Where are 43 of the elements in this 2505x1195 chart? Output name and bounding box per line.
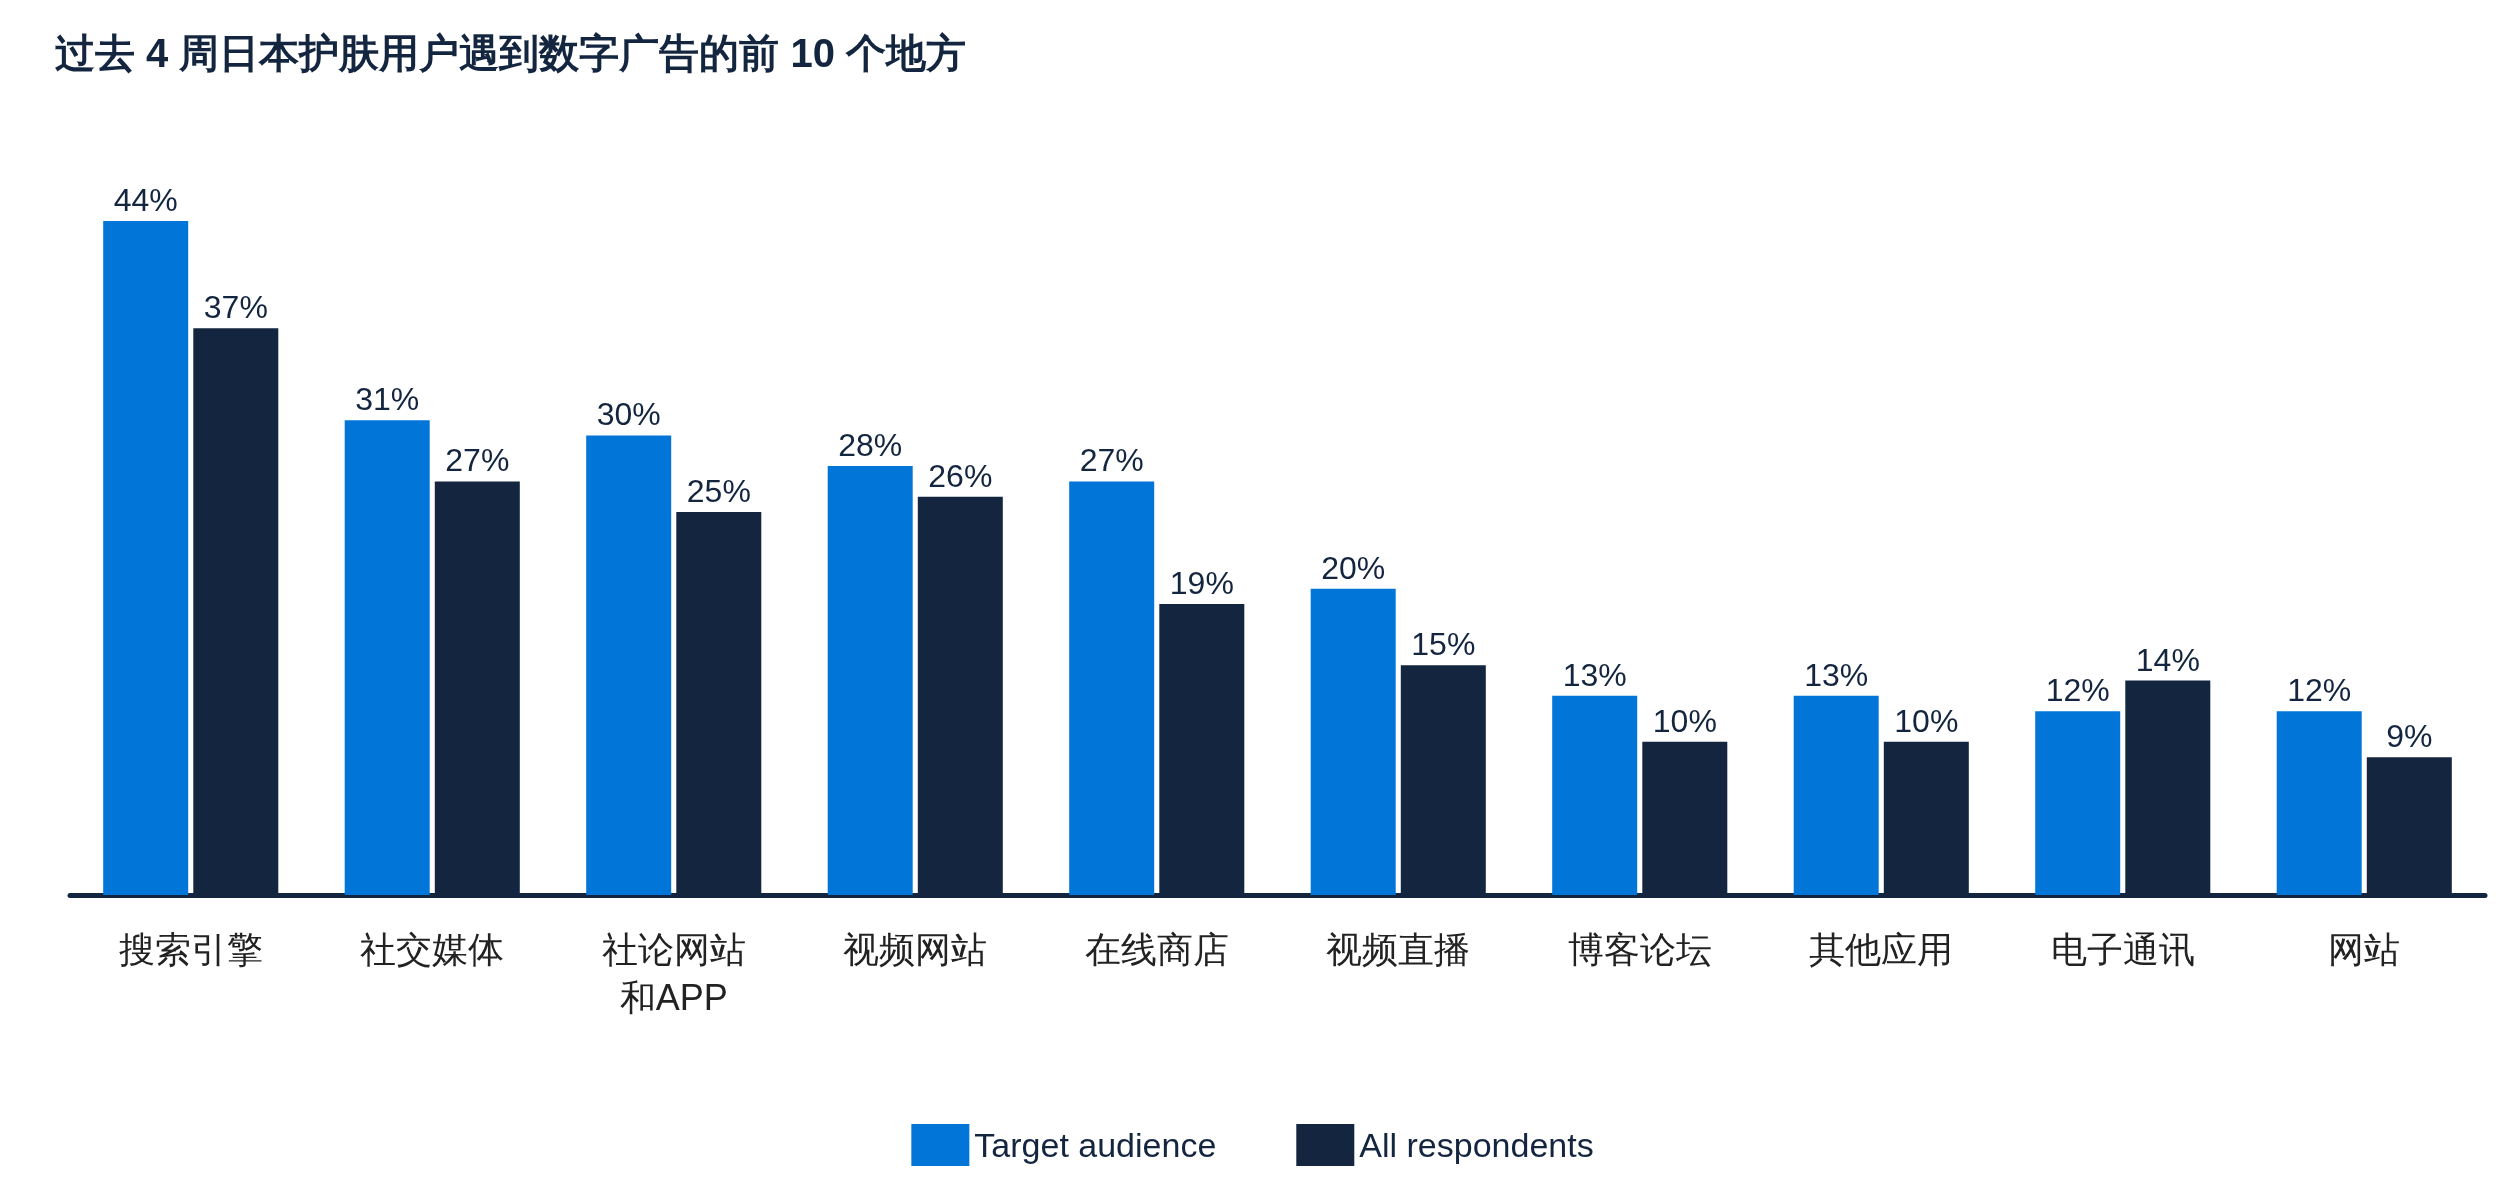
bar — [103, 221, 189, 895]
bar — [1310, 588, 1396, 895]
bar — [1069, 481, 1155, 895]
data-label: 37% — [203, 289, 268, 326]
data-label: 30% — [596, 396, 661, 433]
x-tick-label: 博客论坛 — [1567, 928, 1712, 970]
data-label: 20% — [1321, 549, 1386, 586]
data-label: 13% — [1804, 656, 1869, 693]
x-tick-label: 其他应用 — [1809, 928, 1954, 970]
data-label: 31% — [355, 381, 420, 418]
x-tick-label: 搜索引擎 — [118, 928, 263, 970]
x-tick-label: 社交媒体 — [360, 928, 505, 970]
data-label: 10% — [1652, 702, 1717, 739]
data-label: 14% — [2135, 641, 2200, 678]
data-label: 15% — [1411, 626, 1476, 663]
data-label: 44% — [113, 182, 178, 218]
data-label: 10% — [1894, 702, 1959, 739]
x-tick-label: 在线商店 — [1084, 928, 1229, 970]
x-tick-label: 视频网站 — [843, 928, 988, 970]
x-tick-label: 电子通讯 — [2050, 928, 2195, 970]
bar — [2035, 711, 2121, 895]
legend-label: All respondents — [1359, 1126, 1594, 1164]
bar — [586, 435, 672, 895]
data-label: 13% — [1562, 656, 1627, 693]
data-label: 12% — [2045, 672, 2110, 709]
data-label: 27% — [445, 442, 510, 479]
data-label: 25% — [686, 473, 751, 510]
chart-title: 过去 4 周日本护肤用户遇到数字广告的前 10 个地方 — [55, 31, 967, 75]
x-tick-label: 视频直播 — [1326, 928, 1471, 970]
data-label: 28% — [838, 427, 903, 464]
data-label: 12% — [2287, 672, 2352, 709]
data-label: 19% — [1169, 564, 1234, 601]
x-tick-label: 社论网站和APP — [601, 928, 746, 1018]
bar — [1793, 695, 1879, 895]
data-label: 27% — [1079, 442, 1144, 479]
legend-label: Target audience — [974, 1126, 1217, 1164]
bar — [2276, 711, 2362, 895]
data-label: 26% — [928, 457, 993, 494]
bar — [827, 466, 913, 895]
data-label: 9% — [2386, 718, 2433, 755]
bar — [1552, 695, 1638, 895]
x-tick-label: 网站 — [2328, 928, 2401, 970]
bar — [344, 420, 430, 895]
